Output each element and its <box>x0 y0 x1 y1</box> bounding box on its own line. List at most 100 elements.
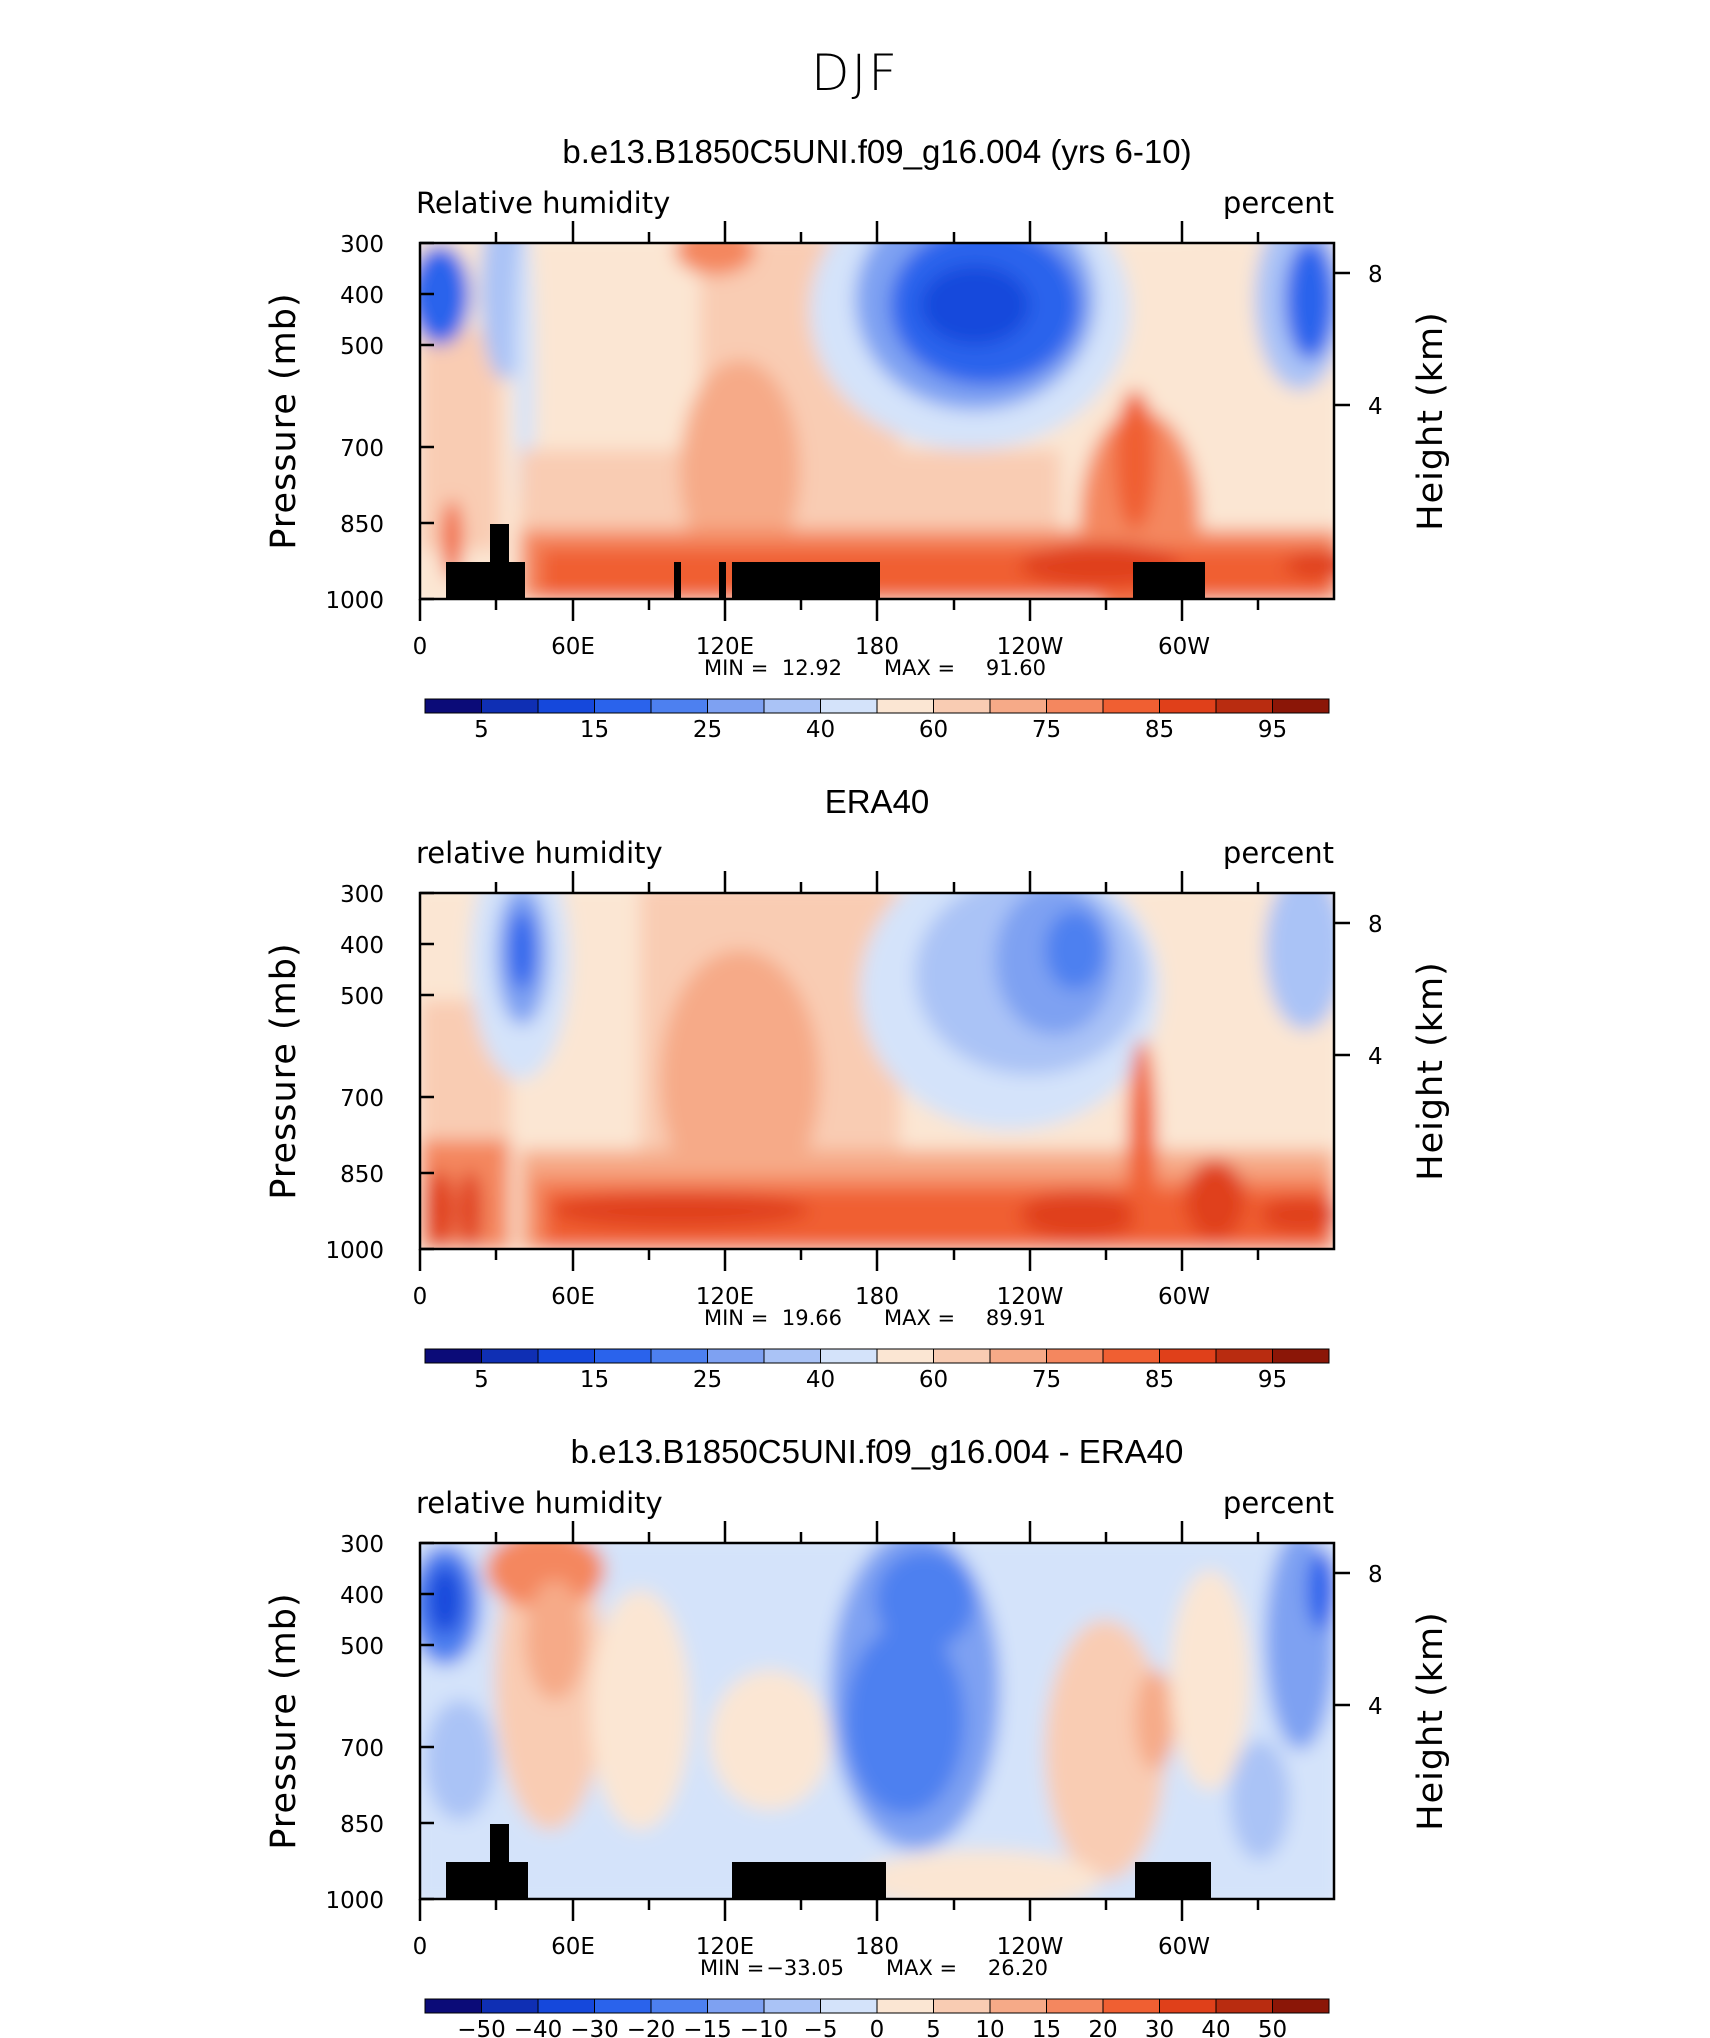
min-max-readout: MIN = 12.92 MAX = 91.60 <box>704 656 1046 680</box>
max-label: MAX = <box>884 656 955 680</box>
colorbar-label: 60 <box>919 1367 948 1393</box>
colorbar-swatch <box>537 1348 595 1364</box>
colorbar-swatch <box>1046 1348 1104 1364</box>
colorbar-swatch <box>933 1348 991 1364</box>
colorbar-label: 10 <box>975 2017 1004 2038</box>
colorbar-swatch <box>1215 1348 1273 1364</box>
y2-tick-label: 4 <box>1368 1694 1383 1720</box>
max-value: 91.60 <box>986 656 1046 680</box>
colorbar-swatch <box>876 1998 934 2014</box>
colorbar-swatch <box>481 1998 539 2014</box>
x-tick-label: 0 <box>413 634 428 660</box>
topography-mask <box>446 524 1205 599</box>
contour-field <box>420 1543 1334 1899</box>
y-tick-label: 300 <box>340 882 384 908</box>
topography-mask <box>446 1824 1211 1899</box>
x-tick-label: 180 <box>855 1284 899 1310</box>
colorbar-label: −15 <box>683 2017 732 2038</box>
y2-tick-label: 4 <box>1368 1044 1383 1070</box>
panel-title: ERA40 <box>825 783 930 820</box>
max-value: 89.91 <box>986 1306 1046 1330</box>
colorbar-label: 25 <box>693 1367 722 1393</box>
colorbar-swatch <box>876 1348 934 1364</box>
units-label: percent <box>1223 186 1334 220</box>
colorbar-swatch <box>989 1348 1047 1364</box>
colorbar-swatch <box>594 1998 652 2014</box>
y2-tick-label: 8 <box>1368 912 1383 938</box>
colorbar-swatch <box>820 1998 878 2014</box>
y2-axis-title: Height (km) <box>1411 1611 1451 1831</box>
colorbar-swatch <box>424 1348 482 1364</box>
colorbar-label: 60 <box>919 717 948 743</box>
x-tick-label: 120E <box>696 1934 754 1960</box>
colorbar-swatch <box>424 698 482 714</box>
colorbar-label: 75 <box>1032 717 1061 743</box>
colorbar-swatch <box>650 1348 708 1364</box>
x-tick-label: 60W <box>1158 1284 1210 1310</box>
colorbar-swatch <box>537 698 595 714</box>
colorbar-label: 5 <box>474 1367 489 1393</box>
colorbar-label: 85 <box>1145 1367 1174 1393</box>
y-tick-label: 850 <box>340 1162 384 1188</box>
max-label: MAX = <box>884 1306 955 1330</box>
colorbar-label: 30 <box>1145 2017 1174 2038</box>
colorbar-label: 15 <box>580 1367 609 1393</box>
colorbar-label: 40 <box>806 717 835 743</box>
colorbar-swatch <box>763 1348 821 1364</box>
colorbar-swatch <box>1215 698 1273 714</box>
colorbar-label: 85 <box>1145 717 1174 743</box>
x-tick-label: 0 <box>413 1934 428 1960</box>
y-tick-label: 300 <box>340 1532 384 1558</box>
colorbar-swatch <box>1046 1998 1104 2014</box>
y-tick-label: 1000 <box>325 588 384 614</box>
colorbar-label: 0 <box>870 2017 885 2038</box>
min-max-readout: MIN = −33.05 MAX = 26.20 <box>700 1956 1048 1980</box>
y2-tick-label: 4 <box>1368 394 1383 420</box>
panel-title: b.e13.B1850C5UNI.f09_g16.004 (yrs 6-10) <box>562 133 1191 170</box>
colorbar-swatch <box>424 1998 482 2014</box>
colorbar-label: −10 <box>740 2017 789 2038</box>
y-tick-label: 400 <box>340 933 384 959</box>
y-tick-label: 400 <box>340 1583 384 1609</box>
x-tick-label: 120E <box>696 634 754 660</box>
colorbar-swatch <box>1102 1348 1160 1364</box>
colorbar-swatch <box>1272 1998 1330 2014</box>
y-axis-title: Pressure (mb) <box>264 1592 304 1849</box>
colorbar-label: 5 <box>474 717 489 743</box>
colorbar-swatch <box>933 698 991 714</box>
colorbar-swatch <box>763 1998 821 2014</box>
colorbar-label: −30 <box>570 2017 619 2038</box>
colorbar-swatch <box>481 1348 539 1364</box>
min-value: 19.66 <box>782 1306 842 1330</box>
x-tick-label: 120W <box>997 1934 1064 1960</box>
variable-label: relative humidity <box>416 836 663 870</box>
units-label: percent <box>1223 836 1334 870</box>
y2-tick-label: 8 <box>1368 262 1383 288</box>
colorbar-swatch <box>1272 1348 1330 1364</box>
colorbar-label: −50 <box>457 2017 506 2038</box>
contour-field <box>420 893 1334 1249</box>
x-tick-label: 60W <box>1158 1934 1210 1960</box>
max-value: 26.20 <box>988 1956 1048 1980</box>
y-axis-title: Pressure (mb) <box>264 292 304 549</box>
variable-label: relative humidity <box>416 1486 663 1520</box>
x-tick-label: 120W <box>997 1284 1064 1310</box>
x-tick-label: 60E <box>551 1284 595 1310</box>
min-value: −33.05 <box>766 1956 844 1980</box>
y2-axis-title: Height (km) <box>1411 961 1451 1181</box>
colorbar-swatch <box>820 698 878 714</box>
x-tick-label: 0 <box>413 1284 428 1310</box>
colorbar-swatch <box>1102 698 1160 714</box>
y-tick-label: 700 <box>340 436 384 462</box>
colorbar-swatch <box>594 1348 652 1364</box>
units-label: percent <box>1223 1486 1334 1520</box>
colorbar-label: 20 <box>1088 2017 1117 2038</box>
colorbar-label: 40 <box>1201 2017 1230 2038</box>
colorbar-swatch <box>1215 1998 1273 2014</box>
x-tick-label: 60E <box>551 1934 595 1960</box>
y-tick-label: 1000 <box>325 1238 384 1264</box>
colorbar-swatch <box>1159 698 1217 714</box>
colorbar-swatch <box>933 1998 991 2014</box>
panel-title: b.e13.B1850C5UNI.f09_g16.004 - ERA40 <box>571 1433 1184 1470</box>
colorbar-swatch <box>481 698 539 714</box>
